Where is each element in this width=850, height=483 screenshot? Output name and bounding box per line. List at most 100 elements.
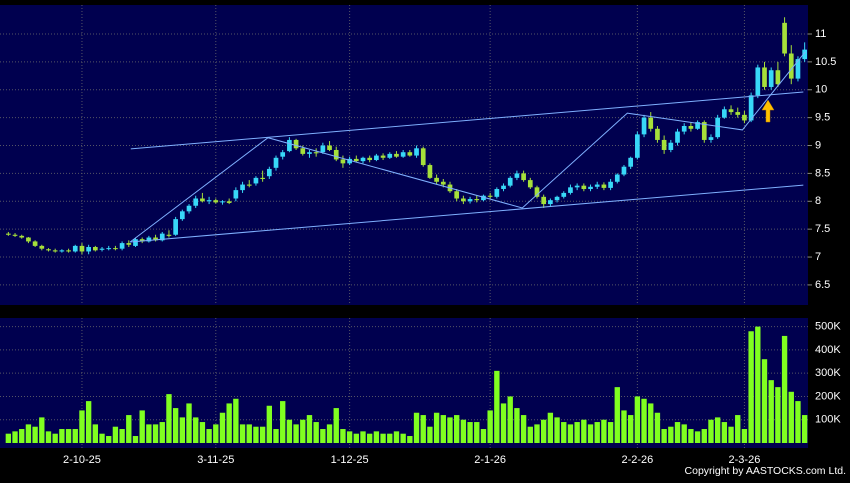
volume-bar: [420, 415, 426, 443]
candle-body: [501, 185, 506, 190]
volume-bar: [387, 433, 393, 443]
volume-bar: [65, 429, 72, 443]
volume-bar: [59, 429, 65, 443]
volume-bar: [19, 429, 25, 443]
candle-body: [641, 117, 647, 135]
volume-bar: [761, 359, 768, 443]
candle-body: [380, 155, 386, 158]
candle-body: [353, 158, 359, 162]
candle-body: [99, 248, 105, 250]
volume-bar: [494, 370, 500, 443]
candle-body: [246, 184, 252, 186]
volume-bar: [654, 412, 661, 443]
candle-body: [668, 142, 674, 150]
volume-bar: [634, 396, 641, 443]
volume-bar: [333, 408, 339, 443]
candle-body: [6, 233, 11, 235]
candle-body: [39, 245, 45, 249]
volume-bar: [139, 410, 145, 443]
candle-body: [293, 139, 299, 149]
x-tick-label: 2-2-26: [621, 454, 653, 466]
volume-bar: [648, 403, 654, 443]
volume-bar: [554, 417, 560, 443]
volume-bar: [641, 398, 647, 443]
candle-body: [427, 165, 433, 178]
candle-body: [260, 177, 265, 179]
volume-bar: [681, 424, 687, 443]
candle-body: [601, 184, 607, 188]
volume-bar: [286, 419, 293, 443]
volume-bar: [213, 424, 219, 443]
volume-bar: [688, 429, 694, 443]
candle-body: [467, 199, 473, 202]
volume-bar: [373, 431, 380, 443]
candle-body: [347, 158, 352, 164]
candle-body: [782, 22, 787, 54]
candle-body: [701, 122, 707, 140]
candle-body: [126, 243, 132, 245]
volume-bar: [507, 396, 513, 443]
volume-bar: [474, 422, 480, 443]
candle-body: [648, 117, 654, 129]
candle-body: [474, 199, 480, 201]
marks: [5, 17, 808, 443]
candle-body: [554, 196, 560, 201]
volume-bar: [159, 422, 165, 443]
candle-body: [367, 157, 373, 161]
signal-arrow: [761, 99, 775, 123]
candle-body: [715, 117, 721, 138]
candle-body: [675, 131, 680, 143]
volume-bar: [627, 415, 634, 443]
y-tick-label: 7: [815, 251, 821, 263]
y-tick-label: 300K: [815, 367, 841, 379]
volume-bar: [520, 415, 527, 443]
y-tick-label: 7.5: [815, 223, 830, 235]
candle-body: [407, 152, 413, 156]
y-tick-label: 8: [815, 195, 821, 207]
candle-body: [755, 67, 761, 96]
volume-bar: [99, 433, 105, 443]
volume-bar: [694, 431, 701, 443]
volume-bar: [393, 431, 400, 443]
volume-bar: [112, 426, 119, 443]
volume-bar: [313, 422, 319, 443]
volume-bar: [594, 422, 600, 443]
volume-bar: [253, 426, 259, 443]
volume-bar: [45, 431, 52, 443]
candle-body: [19, 235, 25, 238]
volume-bar: [172, 408, 179, 443]
volume-bar: [755, 326, 761, 443]
volume-bar: [193, 417, 199, 443]
candle-body: [527, 180, 533, 188]
volume-bar: [367, 433, 373, 443]
volume-bar: [433, 412, 440, 443]
volume-bar: [85, 401, 92, 443]
volume-bar: [25, 424, 32, 443]
volume-bar: [587, 424, 594, 443]
volume-bar: [39, 417, 45, 443]
x-tick-label: 2-3-26: [729, 454, 761, 466]
volume-bar: [514, 408, 520, 443]
y-tick-label: 6.5: [815, 279, 830, 291]
volume-bar: [561, 422, 567, 443]
candle-body: [681, 126, 687, 132]
x-tick-label: 1-12-25: [331, 454, 369, 466]
volume-bar: [781, 335, 788, 443]
volume-bar: [741, 429, 748, 443]
candle-body: [46, 249, 51, 251]
candle-body: [494, 189, 500, 197]
volume-bar: [320, 429, 326, 443]
candle-body: [59, 250, 65, 252]
volume-bar: [106, 436, 112, 443]
volume-bar: [79, 410, 85, 443]
y-tick-label: 10.5: [815, 56, 836, 68]
candle-body: [394, 153, 399, 157]
candle-body: [588, 186, 593, 190]
y-tick-label: 8.5: [815, 167, 830, 179]
candle-body: [106, 248, 112, 250]
volume-bar: [487, 410, 493, 443]
volume-bar: [186, 403, 192, 443]
volume-bar: [179, 417, 186, 443]
volume-bar: [567, 424, 574, 443]
x-tick-label: 2-1-26: [474, 454, 506, 466]
